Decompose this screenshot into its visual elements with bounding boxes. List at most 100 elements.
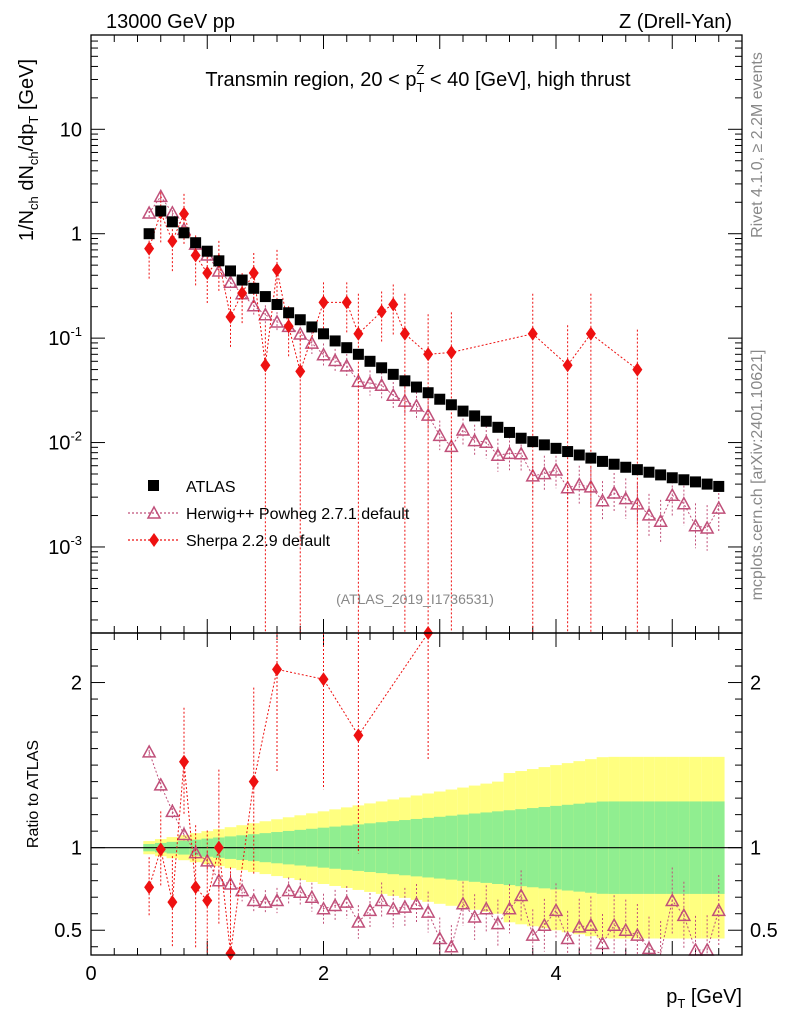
herwig-main-point [385, 387, 401, 402]
herwig-main-point [409, 398, 424, 412]
herwig-main-point [316, 347, 331, 361]
herwig-ratio-point [606, 917, 622, 932]
herwig-ratio-point [571, 919, 587, 933]
sherpa-ratio-point [155, 842, 166, 857]
herwig-main-point [560, 480, 575, 494]
sherpa-main-point [260, 358, 271, 373]
header-left-label: 13000 GeV pp [106, 11, 235, 33]
rivet-version-label: Rivet 4.1.0, ≥ 2.2M events [749, 52, 766, 238]
sherpa-main-point [527, 326, 538, 341]
herwig-ratio-point [292, 884, 308, 899]
sherpa-main-point [167, 234, 178, 249]
herwig-main-point [478, 434, 494, 448]
herwig-ratio-point [234, 883, 250, 897]
uncertainty-bands [91, 756, 742, 939]
sherpa-ratio-point [144, 880, 155, 895]
sherpa-main-point [225, 309, 236, 324]
atlas-point [678, 474, 690, 486]
herwig-main-point [304, 335, 320, 349]
atlas-point [469, 410, 481, 422]
sherpa-main-point [179, 206, 189, 221]
herwig-main-point [490, 447, 506, 461]
herwig-ratio-point [362, 902, 378, 917]
herwig-main-point [571, 477, 587, 491]
herwig-ratio-point [467, 909, 482, 923]
sherpa-main-point [318, 295, 329, 310]
herwig-main-point [688, 518, 703, 532]
herwig-ratio-point [641, 940, 657, 955]
herwig-main-point [676, 496, 692, 510]
herwig-ratio-point [502, 901, 517, 915]
sherpa-main-point [423, 347, 434, 362]
herwig-ratio-point [560, 930, 575, 945]
herwig-main-point [223, 274, 238, 288]
herwig-ratio-point [176, 826, 192, 841]
atlas-point [538, 439, 550, 451]
herwig-main-point [502, 445, 517, 460]
sherpa-ratio-point [167, 895, 178, 910]
herwig-ratio-point [537, 917, 552, 932]
atlas-point [341, 342, 353, 354]
herwig-main-point [211, 263, 227, 277]
atlas-point [201, 245, 213, 257]
sherpa-main-point [376, 304, 387, 319]
herwig-main-point [444, 438, 459, 453]
herwig-main-point [339, 358, 355, 372]
mcplots-label: mcplots.cern.ch [arXiv:2401.10621] [749, 350, 766, 601]
herwig-ratio-point [525, 927, 541, 941]
herwig-ratio-point [327, 897, 343, 912]
atlas-point [283, 307, 295, 319]
sherpa-ratio-point [202, 893, 213, 908]
herwig-main-point [664, 487, 680, 502]
legend-atlas-marker [148, 480, 159, 491]
herwig-main-point [432, 427, 448, 442]
atlas-point [597, 455, 608, 467]
y-axis-label-main: 1/Nch dNch/dpT [GeV] [16, 59, 41, 241]
herwig-ratio-point [548, 902, 564, 917]
atlas-point [434, 393, 446, 405]
atlas-point [352, 348, 364, 360]
legend-sherpa-label: Sherpa 2.2.9 default [186, 533, 331, 550]
atlas-point [166, 216, 178, 228]
y-tick-label-ratio: 0.5 [54, 920, 82, 942]
herwig-ratio-point [304, 889, 320, 903]
herwig-ratio-point [199, 853, 215, 867]
herwig-ratio-point [397, 899, 413, 913]
herwig-main-point [269, 314, 285, 328]
sherpa-main-point [202, 266, 213, 281]
herwig-main-point [513, 446, 529, 460]
atlas-point [573, 449, 585, 461]
herwig-ratio-point [455, 896, 471, 910]
herwig-main-point [362, 375, 378, 389]
atlas-point [655, 469, 667, 481]
atlas-point [411, 381, 422, 393]
atlas-point [643, 466, 655, 478]
atlas-point [713, 480, 725, 492]
herwig-ratio-point [258, 894, 273, 908]
atlas-point [236, 274, 248, 286]
herwig-main-point [467, 433, 482, 447]
herwig-ratio-point [630, 927, 645, 941]
herwig-ratio-point [339, 894, 355, 908]
legend-herwig-label: Herwig++ Powheg 2.7.1 default [186, 506, 410, 523]
herwig-main-point [699, 520, 715, 534]
atlas-point [457, 405, 469, 417]
herwig-main-point [618, 491, 634, 505]
herwig-main-point [525, 468, 541, 482]
x-tick-label: 0 [85, 963, 96, 985]
sherpa-main-point [353, 326, 364, 341]
sherpa-main-point [248, 266, 259, 281]
sherpa-ratio-point [225, 946, 236, 961]
herwig-ratio-point [141, 744, 157, 758]
atlas-point [318, 328, 329, 340]
herwig-ratio-point [618, 922, 634, 936]
atlas-point [445, 399, 457, 411]
y-axis-label-ratio: Ratio to ATLAS [25, 740, 42, 848]
sherpa-main-point [388, 297, 399, 312]
sherpa-ratio-point [272, 662, 282, 677]
herwig-ratio-point [165, 803, 180, 818]
herwig-ratio-point [269, 892, 285, 907]
atlas-point [143, 228, 155, 240]
atlas-point [225, 265, 236, 277]
sherpa-ratio-point [318, 672, 329, 687]
